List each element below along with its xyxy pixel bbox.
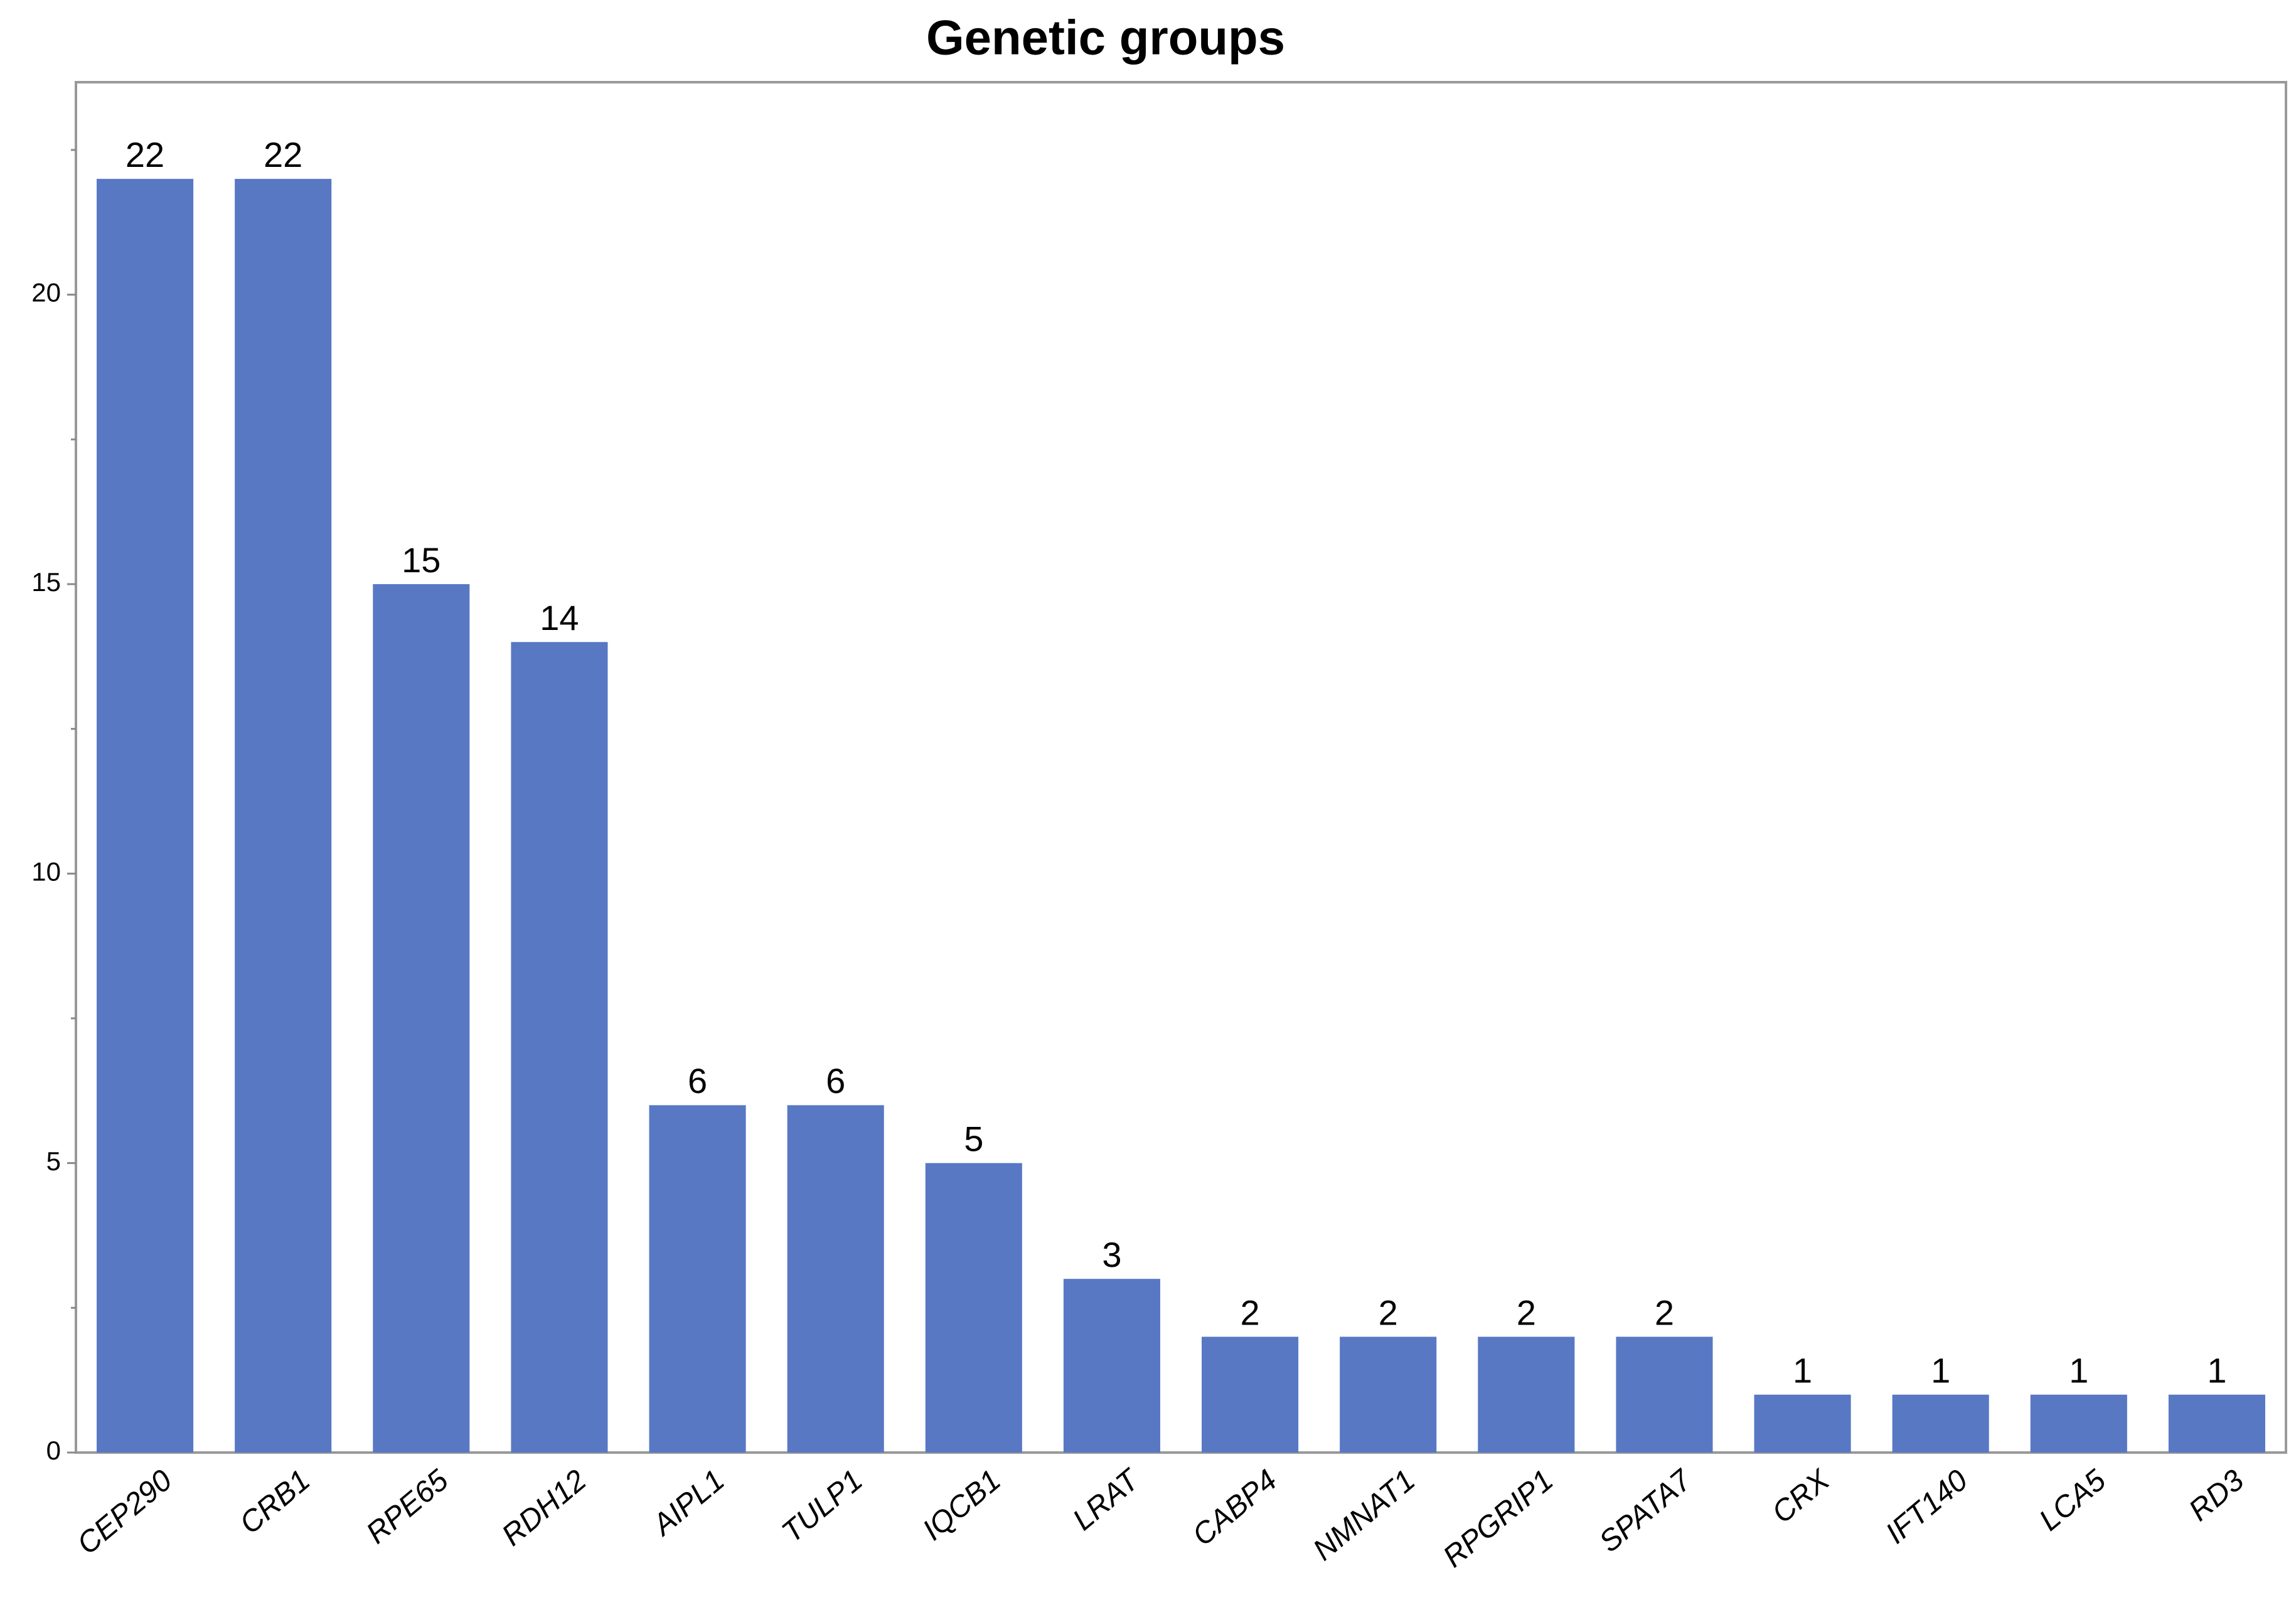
value-label: 1 [2207, 1351, 2226, 1390]
x-tick-label: IQCB1 [917, 1464, 1007, 1547]
x-tick-label: SPATA7 [1593, 1463, 1699, 1559]
y-tick-label: 0 [46, 1436, 61, 1465]
bar [649, 1105, 746, 1453]
value-label: 14 [540, 598, 579, 637]
x-tick-label: LRAT [1067, 1462, 1147, 1537]
value-label: 6 [688, 1061, 707, 1101]
x-tick-label: RD3 [2183, 1463, 2251, 1528]
y-tick-label: 15 [31, 567, 61, 597]
value-label: 2 [1655, 1293, 1674, 1332]
bar [235, 179, 332, 1453]
x-tick-label: LCA5 [2033, 1463, 2112, 1537]
bar [1892, 1394, 1989, 1453]
value-label: 1 [2069, 1351, 2088, 1390]
x-tick-label: RPGRIP1 [1437, 1464, 1560, 1574]
value-label: 2 [1379, 1293, 1398, 1332]
y-tick-label: 5 [46, 1146, 61, 1176]
y-tick-label: 10 [31, 856, 61, 886]
y-tick-label: 20 [31, 278, 61, 307]
x-tick-label: CRB1 [233, 1464, 316, 1541]
value-label: 1 [1793, 1351, 1812, 1390]
value-label: 22 [264, 135, 302, 174]
x-tick-label: NMNAT1 [1307, 1464, 1422, 1567]
bar [1616, 1336, 1713, 1453]
plot-frame [75, 81, 2287, 1454]
value-label: 2 [1240, 1293, 1259, 1332]
bar [373, 584, 470, 1453]
x-tick-label: AIPL1 [645, 1464, 731, 1544]
bar [97, 179, 194, 1453]
bar [1202, 1336, 1299, 1453]
chart-title: Genetic groups [926, 10, 1285, 65]
bar [925, 1163, 1022, 1453]
x-tick-label: RDH12 [496, 1464, 593, 1553]
bar [1063, 1279, 1160, 1453]
value-label: 15 [402, 540, 441, 580]
bar [2030, 1394, 2127, 1453]
bar [2168, 1394, 2265, 1453]
value-label: 1 [1931, 1351, 1950, 1390]
value-label: 22 [125, 135, 164, 174]
bar [1340, 1336, 1437, 1453]
x-tick-label: RPE65 [360, 1463, 455, 1550]
bar [1478, 1336, 1575, 1453]
x-tick-label: IFT140 [1879, 1463, 1974, 1550]
x-tick-label: CABP4 [1187, 1464, 1284, 1553]
x-tick-label: CEP290 [71, 1463, 178, 1561]
x-tick-label: TULP1 [776, 1464, 869, 1550]
value-label: 6 [826, 1061, 845, 1101]
value-label: 5 [964, 1119, 983, 1158]
x-tick-label: CRX [1766, 1463, 1837, 1530]
bar [1754, 1394, 1851, 1453]
value-label: 3 [1102, 1235, 1121, 1274]
value-label: 2 [1517, 1293, 1536, 1332]
bar [787, 1105, 884, 1453]
bar [511, 642, 608, 1453]
